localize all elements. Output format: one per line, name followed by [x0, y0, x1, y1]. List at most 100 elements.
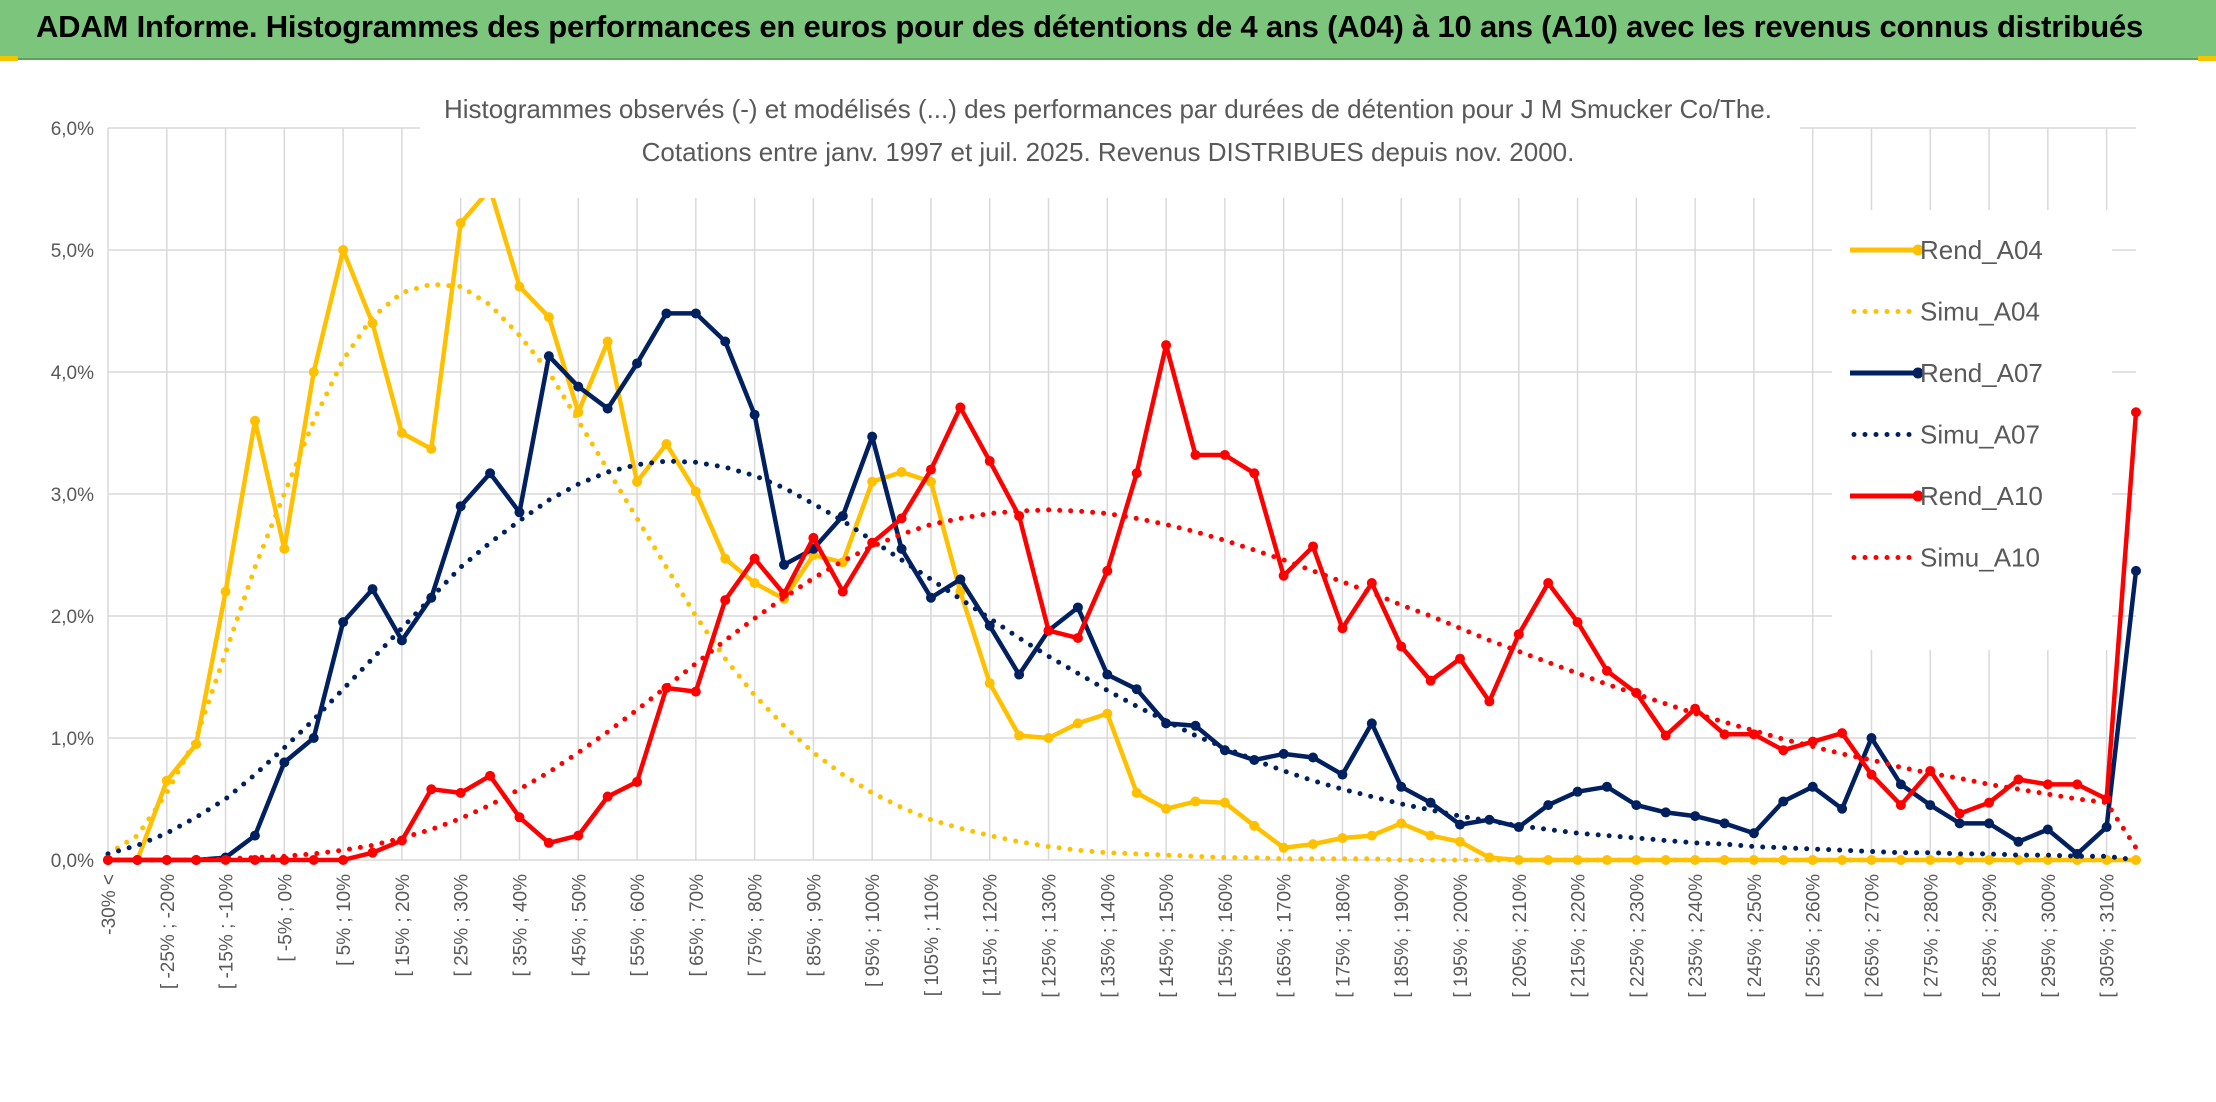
data-point — [367, 847, 378, 858]
x-tick-label: [ 175% ; 180% — [1333, 874, 1354, 998]
y-tick-label: 2,0% — [51, 607, 94, 628]
data-point — [1161, 340, 1172, 351]
data-point — [984, 678, 995, 689]
data-point — [514, 812, 525, 823]
legend-background — [1832, 210, 2112, 650]
data-point — [2072, 779, 2083, 790]
data-point — [1837, 803, 1848, 814]
data-point — [1131, 468, 1142, 479]
data-point — [1308, 752, 1319, 763]
data-point — [1072, 602, 1083, 613]
legend-label: Simu_A07 — [1920, 420, 2040, 450]
data-point — [426, 443, 437, 454]
data-point — [2013, 836, 2024, 847]
data-point — [367, 318, 378, 329]
data-point — [749, 553, 760, 564]
data-point — [543, 351, 554, 362]
page-title: ADAM Informe. Histogrammes des performan… — [36, 9, 2144, 44]
data-point — [1396, 818, 1407, 829]
x-tick-label: [ 105% ; 110% — [922, 874, 943, 996]
chart-subtitle: Cotations entre janv. 1997 et juil. 2025… — [642, 137, 1575, 167]
series-line — [108, 311, 2139, 863]
data-point — [955, 586, 966, 597]
chart-title: Histogrammes observés (-) et modélisés (… — [444, 94, 1772, 124]
series-line — [105, 281, 2139, 863]
data-point — [925, 592, 936, 603]
data-point — [896, 467, 907, 478]
data-point — [396, 635, 407, 646]
data-point — [1396, 641, 1407, 652]
data-point — [720, 553, 731, 564]
data-point — [925, 476, 936, 487]
data-point — [1925, 855, 1936, 865]
data-point — [1631, 855, 1642, 865]
data-point — [338, 617, 349, 628]
data-point — [2042, 824, 2053, 835]
data-point — [1014, 669, 1025, 680]
data-point — [720, 336, 731, 347]
x-tick-label: [ 135% ; 140% — [1098, 874, 1119, 998]
data-point — [455, 787, 466, 798]
data-point — [1484, 696, 1495, 707]
data-point — [1161, 803, 1172, 814]
series-line — [108, 342, 2139, 863]
data-point — [632, 476, 643, 487]
data-point — [543, 312, 554, 323]
data-point — [1425, 675, 1436, 686]
x-tick-label: [ 65% ; 70% — [687, 874, 708, 977]
data-point — [1954, 818, 1965, 829]
data-point — [1778, 745, 1789, 756]
x-tick-label: [ 25% ; 30% — [452, 874, 473, 977]
data-point — [602, 403, 613, 414]
data-point — [1396, 781, 1407, 792]
x-tick-label: [ 45% ; 50% — [569, 874, 590, 977]
data-point — [455, 501, 466, 512]
data-point — [2013, 774, 2024, 785]
x-tick-label: [ 185% ; 190% — [1392, 874, 1413, 998]
data-point — [1102, 708, 1113, 719]
data-point — [161, 855, 172, 865]
x-tick-label: [ 115% ; 120% — [981, 874, 1002, 996]
data-point — [1131, 787, 1142, 798]
x-tick-label: [ 285% ; 290% — [1980, 874, 2001, 998]
data-point — [1366, 830, 1377, 841]
data-point — [1249, 468, 1260, 479]
data-point — [396, 428, 407, 438]
data-point — [573, 830, 584, 841]
data-point — [955, 574, 966, 585]
data-point — [1719, 729, 1730, 740]
data-point — [1660, 807, 1671, 818]
data-point — [1984, 855, 1995, 865]
data-point — [1190, 449, 1201, 460]
data-point — [1837, 728, 1848, 739]
data-point — [2101, 822, 2112, 833]
data-point — [661, 438, 672, 449]
data-point — [602, 791, 613, 802]
data-point — [2131, 855, 2141, 865]
data-point — [1455, 836, 1465, 847]
x-tick-label: [ 295% ; 300% — [2039, 874, 2060, 998]
data-point — [1308, 541, 1319, 552]
y-tick-label: 6,0% — [51, 119, 94, 140]
data-point — [602, 336, 613, 347]
data-point — [514, 507, 525, 518]
x-tick-label: [ 215% ; 220% — [1569, 874, 1590, 998]
x-tick-label: [ 55% ; 60% — [628, 874, 649, 977]
data-point — [1014, 730, 1025, 741]
data-point — [1748, 828, 1759, 839]
legend-marker — [1912, 244, 1924, 256]
data-point — [1543, 855, 1554, 865]
data-point — [1895, 855, 1906, 865]
data-point — [1455, 819, 1465, 830]
data-point — [1102, 565, 1113, 576]
series-line — [105, 458, 2139, 863]
data-point — [1631, 800, 1642, 811]
corner-accent-right — [2198, 56, 2216, 61]
x-tick-label: [ 85% ; 90% — [804, 874, 825, 977]
data-point — [1807, 855, 1818, 865]
data-point — [808, 532, 819, 543]
data-point — [1543, 578, 1554, 589]
data-point — [749, 409, 760, 420]
data-point — [837, 586, 848, 597]
data-point — [367, 584, 378, 595]
